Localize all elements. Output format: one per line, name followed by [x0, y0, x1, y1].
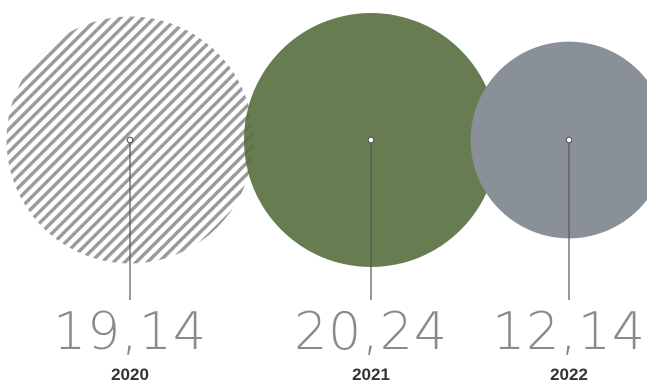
center-dot-2021: [367, 136, 375, 144]
center-dot-2022: [565, 136, 573, 144]
bubbles-layer: [6, 13, 647, 267]
value-label-2021: 20,24: [294, 302, 448, 362]
value-label-2020: 19,14: [53, 302, 207, 362]
year-label-2020: 2020: [111, 365, 149, 384]
connectors-layer: [126, 136, 573, 300]
bubble-2022: [470, 41, 647, 239]
center-dot-2020: [126, 136, 134, 144]
year-label-2022: 2022: [550, 365, 588, 384]
labels-layer: 19,14 2020 20,24 2021 12,14 2022: [53, 302, 646, 384]
year-label-2021: 2021: [352, 365, 390, 384]
value-label-2022: 12,14: [492, 302, 646, 362]
